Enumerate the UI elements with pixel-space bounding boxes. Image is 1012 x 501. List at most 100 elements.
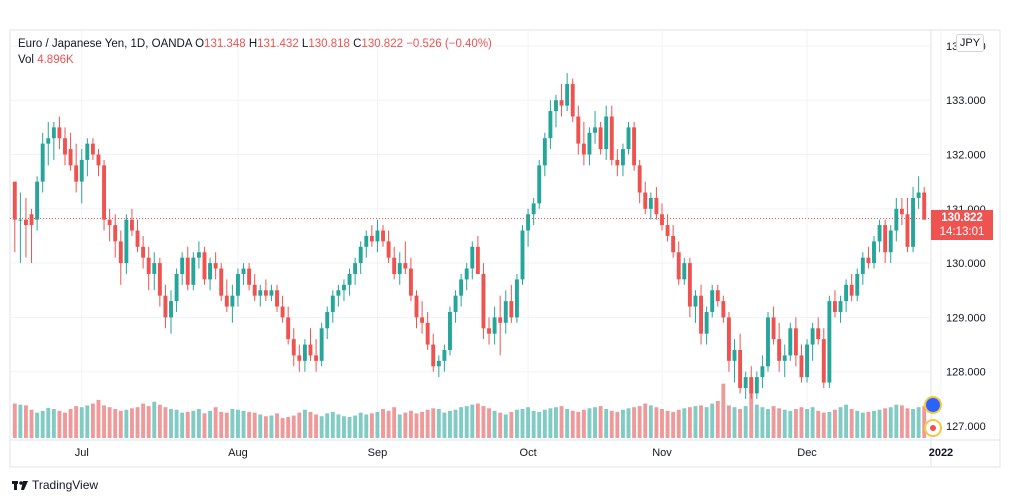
volume-bar <box>213 407 218 438</box>
candle <box>704 306 709 345</box>
candle-body <box>51 127 56 139</box>
volume-bar <box>905 408 910 438</box>
candle-body <box>581 143 586 155</box>
candle-body <box>604 116 609 150</box>
volume-bar <box>509 411 514 438</box>
candle-body <box>219 268 224 296</box>
candle <box>118 230 123 285</box>
candle <box>425 311 430 350</box>
volume-bar <box>788 410 793 438</box>
symbol-title[interactable]: Euro / Japanese Yen, 1D, OANDA <box>18 38 192 50</box>
volume-bar <box>85 405 90 438</box>
volume-bar <box>481 406 486 438</box>
volume-bar <box>63 412 67 438</box>
candle-body <box>475 246 480 274</box>
volume-bar <box>319 416 324 438</box>
volume-bar <box>693 406 698 438</box>
candle <box>637 159 642 204</box>
volume-bar <box>163 407 168 438</box>
volume-bar <box>793 409 798 438</box>
volume-bar <box>353 415 358 438</box>
volume-bar <box>336 414 341 438</box>
candle-body <box>230 295 235 307</box>
volume-bar <box>236 409 240 438</box>
candle-body <box>392 257 397 274</box>
volume-bar <box>487 408 491 438</box>
candle-body <box>732 349 737 361</box>
price-axis[interactable]: 127.000128.000129.000130.000131.000132.0… <box>946 41 986 433</box>
candle-body <box>442 349 447 361</box>
candle-body <box>481 273 486 329</box>
candle-body <box>704 311 709 334</box>
candle <box>431 333 436 372</box>
candle <box>732 339 737 383</box>
candle <box>754 371 759 399</box>
volume-bar <box>565 409 570 438</box>
candle-body <box>793 328 798 356</box>
volume-bar <box>570 410 575 438</box>
candle-body <box>643 192 648 209</box>
candle-body <box>554 100 558 112</box>
candle <box>559 83 564 117</box>
bar-countdown: 14:13:01 <box>939 226 985 238</box>
candle <box>448 306 452 356</box>
candle-body <box>453 295 458 312</box>
volume-bar <box>113 409 118 438</box>
candle-body <box>297 355 302 361</box>
candle-body <box>738 349 743 388</box>
candle <box>113 214 118 258</box>
chart-frame <box>9 29 1001 468</box>
footer[interactable]: TradingView <box>12 475 98 495</box>
candle <box>894 197 899 242</box>
time-axis[interactable]: Jul Aug Sep Oct Nov Dec 2022 <box>75 447 953 459</box>
candle-body <box>263 290 268 296</box>
volume-bar <box>637 406 642 438</box>
volume-bar <box>202 413 207 438</box>
candle-body <box>408 268 413 296</box>
candle <box>241 263 246 285</box>
candle-body <box>810 328 815 345</box>
candle-body <box>342 284 346 291</box>
volume-bar <box>381 409 385 438</box>
volume-bar <box>247 411 252 438</box>
volume-bar <box>743 406 748 438</box>
candle-body <box>163 295 168 318</box>
dividend-event-icon[interactable] <box>924 419 942 437</box>
volume-bar <box>453 409 458 438</box>
candle <box>169 290 173 334</box>
currency-button[interactable]: JPY <box>956 34 984 52</box>
volume-bar <box>107 407 112 438</box>
candle-body <box>777 339 782 361</box>
candle <box>236 268 240 307</box>
candle-body <box>420 317 425 323</box>
candle <box>180 252 185 285</box>
economic-event-icon[interactable] <box>924 396 942 414</box>
volume-bar <box>275 413 279 438</box>
volume-label[interactable]: Vol <box>18 54 34 66</box>
candle-body <box>40 143 45 182</box>
volume-bar <box>185 411 190 438</box>
candle <box>420 301 425 334</box>
volume-bar <box>632 407 637 438</box>
candle-body <box>386 241 391 258</box>
candle <box>185 246 190 291</box>
candle <box>481 263 486 340</box>
candle-body <box>336 290 341 296</box>
candle-body <box>648 197 653 209</box>
candle <box>676 241 681 285</box>
candle-body <box>247 268 252 285</box>
candle <box>96 149 101 177</box>
candle <box>297 344 302 372</box>
candle-body <box>113 225 118 242</box>
candle-body <box>358 246 363 264</box>
candle <box>487 317 491 345</box>
volume-bar <box>598 406 603 438</box>
candle <box>342 279 346 302</box>
candle <box>805 339 809 383</box>
candle <box>598 121 603 155</box>
volume-bar <box>141 403 146 438</box>
volume-bar <box>855 410 860 438</box>
volume-bar <box>810 407 815 438</box>
volume-bar <box>74 406 79 438</box>
